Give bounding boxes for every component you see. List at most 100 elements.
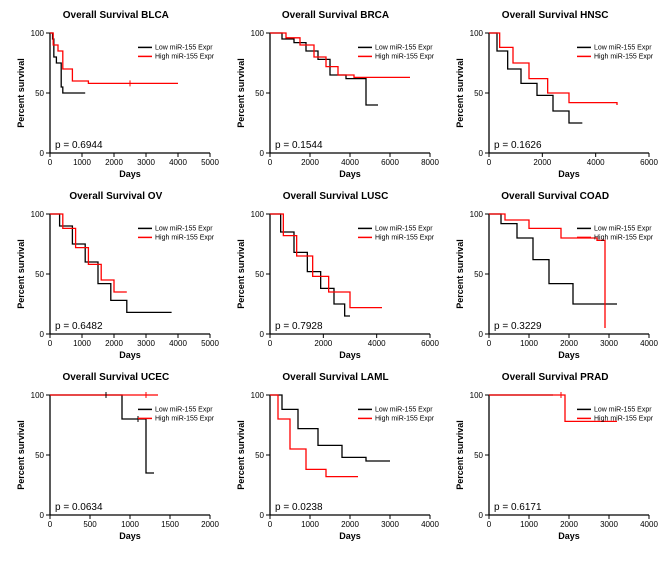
y-axis-label: Percent survival (16, 420, 26, 490)
ytick-label: 0 (479, 149, 484, 158)
xtick-label: 4000 (341, 158, 359, 167)
xtick-label: 2000 (201, 520, 219, 529)
ytick-label: 50 (35, 451, 44, 460)
chart-laml: 01000200030004000 050100 Percent surviva… (230, 385, 440, 545)
xtick-label: 4000 (640, 339, 658, 348)
chart-prad: 01000200030004000 050100 Percent surviva… (449, 385, 659, 545)
xtick-label: 4000 (640, 520, 658, 529)
xtick-label: 1000 (520, 339, 538, 348)
xtick-label: 500 (83, 520, 97, 529)
xtick-label: 1000 (121, 520, 139, 529)
chart-ov: 010002000300040005000 050100 Percent sur… (10, 204, 220, 364)
xtick-label: 6000 (640, 158, 658, 167)
xtick-label: 4000 (169, 339, 187, 348)
panel-coad: Overall Survival COAD 01000200030004000 … (449, 191, 661, 364)
xtick-label: 1500 (161, 520, 179, 529)
ytick-label: 50 (474, 89, 483, 98)
title-hnsc: Overall Survival HNSC (449, 10, 661, 21)
xtick-label: 2000 (105, 158, 123, 167)
chart-coad: 01000200030004000 050100 Percent surviva… (449, 204, 659, 364)
ytick-label: 50 (255, 270, 264, 279)
ytick-label: 50 (474, 270, 483, 279)
ytick-label: 50 (255, 451, 264, 460)
xtick-label: 1000 (73, 158, 91, 167)
xtick-label: 8000 (421, 158, 439, 167)
title-coad: Overall Survival COAD (449, 191, 661, 202)
xtick-label: 2000 (560, 339, 578, 348)
ytick-label: 0 (40, 511, 45, 520)
xtick-label: 4000 (587, 158, 605, 167)
title-prad: Overall Survival PRAD (449, 372, 661, 383)
panel-lusc: Overall Survival LUSC 0200040006000 0501… (230, 191, 442, 364)
x-axis-label: Days (119, 350, 141, 360)
xtick-label: 5000 (201, 158, 219, 167)
ytick-label: 100 (470, 29, 484, 38)
xtick-label: 4000 (169, 158, 187, 167)
panel-ov: Overall Survival OV 01000200030004000500… (10, 191, 222, 364)
ytick-label: 0 (40, 149, 45, 158)
p-value: p = 0.0634 (55, 502, 103, 513)
chart-blca: 010002000300040005000 050100 Percent sur… (10, 23, 220, 183)
p-value: p = 0.7928 (275, 321, 323, 332)
xtick-label: 0 (48, 339, 53, 348)
p-value: p = 0.3229 (494, 321, 542, 332)
legend-high-label: High miR-155 Expr (155, 53, 215, 60)
xtick-label: 0 (487, 520, 492, 529)
chart-lusc: 0200040006000 050100 Percent survival Da… (230, 204, 440, 364)
xtick-label: 0 (487, 158, 492, 167)
xtick-label: 0 (267, 520, 272, 529)
panel-brca: Overall Survival BRCA 02000400060008000 … (230, 10, 442, 183)
ytick-label: 50 (35, 270, 44, 279)
legend-high-label: High miR-155 Expr (375, 234, 435, 241)
legend-low-label: Low miR-155 Expr (155, 225, 213, 232)
chart-hnsc: 0200040006000 050100 Percent survival Da… (449, 23, 659, 183)
legend-high-label: High miR-155 Expr (375, 53, 435, 60)
xtick-label: 1000 (73, 339, 91, 348)
title-brca: Overall Survival BRCA (230, 10, 442, 21)
legend-high-label: High miR-155 Expr (594, 53, 654, 60)
ytick-label: 0 (479, 511, 484, 520)
legend-high-label: High miR-155 Expr (375, 415, 435, 422)
p-value: p = 0.6171 (494, 502, 542, 513)
xtick-label: 2000 (105, 339, 123, 348)
legend-low-label: Low miR-155 Expr (594, 225, 652, 232)
x-axis-label: Days (559, 350, 581, 360)
x-axis-label: Days (339, 350, 361, 360)
y-axis-label: Percent survival (455, 58, 465, 128)
x-axis-label: Days (339, 169, 361, 179)
legend-high-label: High miR-155 Expr (155, 234, 215, 241)
ytick-label: 0 (479, 330, 484, 339)
xtick-label: 0 (487, 339, 492, 348)
y-axis-label: Percent survival (236, 239, 246, 309)
ytick-label: 100 (470, 391, 484, 400)
ytick-label: 50 (35, 89, 44, 98)
ytick-label: 0 (259, 149, 264, 158)
ytick-label: 100 (31, 210, 45, 219)
xtick-label: 4000 (421, 520, 439, 529)
x-axis-label: Days (339, 531, 361, 541)
y-axis-label: Percent survival (236, 58, 246, 128)
survival-grid: Overall Survival BLCA 010002000300040005… (10, 10, 661, 545)
legend-low-label: Low miR-155 Expr (375, 406, 433, 413)
legend-high-label: High miR-155 Expr (155, 415, 215, 422)
xtick-label: 0 (48, 520, 53, 529)
legend-low-label: Low miR-155 Expr (375, 225, 433, 232)
xtick-label: 1000 (520, 520, 538, 529)
xtick-label: 0 (267, 339, 272, 348)
legend-high-label: High miR-155 Expr (594, 415, 654, 422)
xtick-label: 4000 (367, 339, 385, 348)
chart-brca: 02000400060008000 050100 Percent surviva… (230, 23, 440, 183)
xtick-label: 3000 (600, 339, 618, 348)
legend-low-label: Low miR-155 Expr (155, 44, 213, 51)
chart-ucec: 0 500 1000 1500 2000 0 50 100 Percent survival… (10, 385, 220, 545)
title-laml: Overall Survival LAML (230, 372, 442, 383)
xtick-label: 2000 (560, 520, 578, 529)
ytick-label: 100 (250, 210, 264, 219)
title-ov: Overall Survival OV (10, 191, 222, 202)
legend-low-label: Low miR-155 Expr (594, 406, 652, 413)
title-lusc: Overall Survival LUSC (230, 191, 442, 202)
xtick-label: 0 (267, 158, 272, 167)
ytick-label: 100 (31, 391, 45, 400)
legend-low-label: Low miR-155 Expr (375, 44, 433, 51)
xtick-label: 2000 (534, 158, 552, 167)
